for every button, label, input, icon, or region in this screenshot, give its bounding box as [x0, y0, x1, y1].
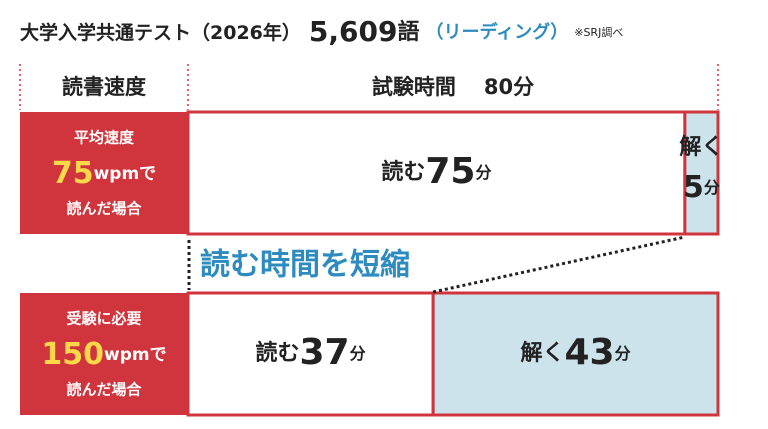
minutes: 37	[300, 332, 350, 373]
speed-box	[20, 293, 188, 415]
speed-label-bottom: 読んだ場合	[66, 200, 142, 218]
speed-label-bottom: 読んだ場合	[66, 381, 142, 399]
minutes: 75	[425, 151, 475, 192]
wpm: 150	[41, 337, 104, 372]
word-unit: 語	[397, 19, 419, 45]
time-header: 試験時間 80分	[372, 75, 534, 99]
time-segment	[683, 110, 720, 236]
speed-label-top: 平均速度	[74, 129, 135, 147]
minutes: 5	[683, 170, 704, 205]
time-unit: 分	[513, 75, 534, 99]
time-value: 80	[484, 75, 513, 99]
time-segment	[431, 291, 720, 417]
segment-verb: 解く	[679, 134, 723, 160]
verb: 解く	[520, 340, 564, 366]
word-count: 5,609	[309, 15, 398, 48]
source: ※SRJ調べ	[574, 25, 623, 39]
wpm-suffix: wpmで	[94, 164, 157, 184]
title-text: 大学入学共通テスト（2026年）	[20, 21, 301, 44]
section: （リーディング）	[425, 21, 568, 43]
speed-value: 150wpmで	[41, 337, 166, 372]
connector	[432, 235, 686, 294]
wpm-suffix: wpmで	[104, 345, 167, 365]
segment-time: 5分	[683, 170, 720, 205]
rows: 平均速度75wpmで読んだ場合読む75分解く5分受験に必要150wpmで読んだ場…	[20, 110, 723, 417]
time-segment	[186, 110, 687, 236]
segment-text: 解く43分	[520, 332, 630, 373]
verb: 読む	[255, 340, 299, 366]
banner: 読む時間を短縮	[200, 248, 410, 283]
time-segment	[186, 291, 435, 417]
minutes: 43	[565, 332, 615, 373]
verb: 読む	[381, 159, 425, 185]
speed-header: 読書速度	[62, 75, 146, 99]
wpm: 75	[52, 156, 94, 191]
unit: 分	[704, 178, 720, 197]
segment-text: 読む37分	[255, 332, 365, 373]
unit: 分	[615, 344, 631, 363]
unit: 分	[475, 163, 491, 182]
segment-text: 読む75分	[381, 151, 491, 192]
unit: 分	[350, 344, 366, 363]
title: 大学入学共通テスト（2026年） 5,609語 （リーディング） ※SRJ調べ	[20, 15, 623, 48]
speed-value: 75wpmで	[52, 156, 156, 191]
speed-label-top: 受験に必要	[66, 310, 141, 328]
speed-box	[20, 112, 188, 234]
connectors	[187, 235, 686, 294]
time-label: 試験時間	[372, 75, 456, 99]
